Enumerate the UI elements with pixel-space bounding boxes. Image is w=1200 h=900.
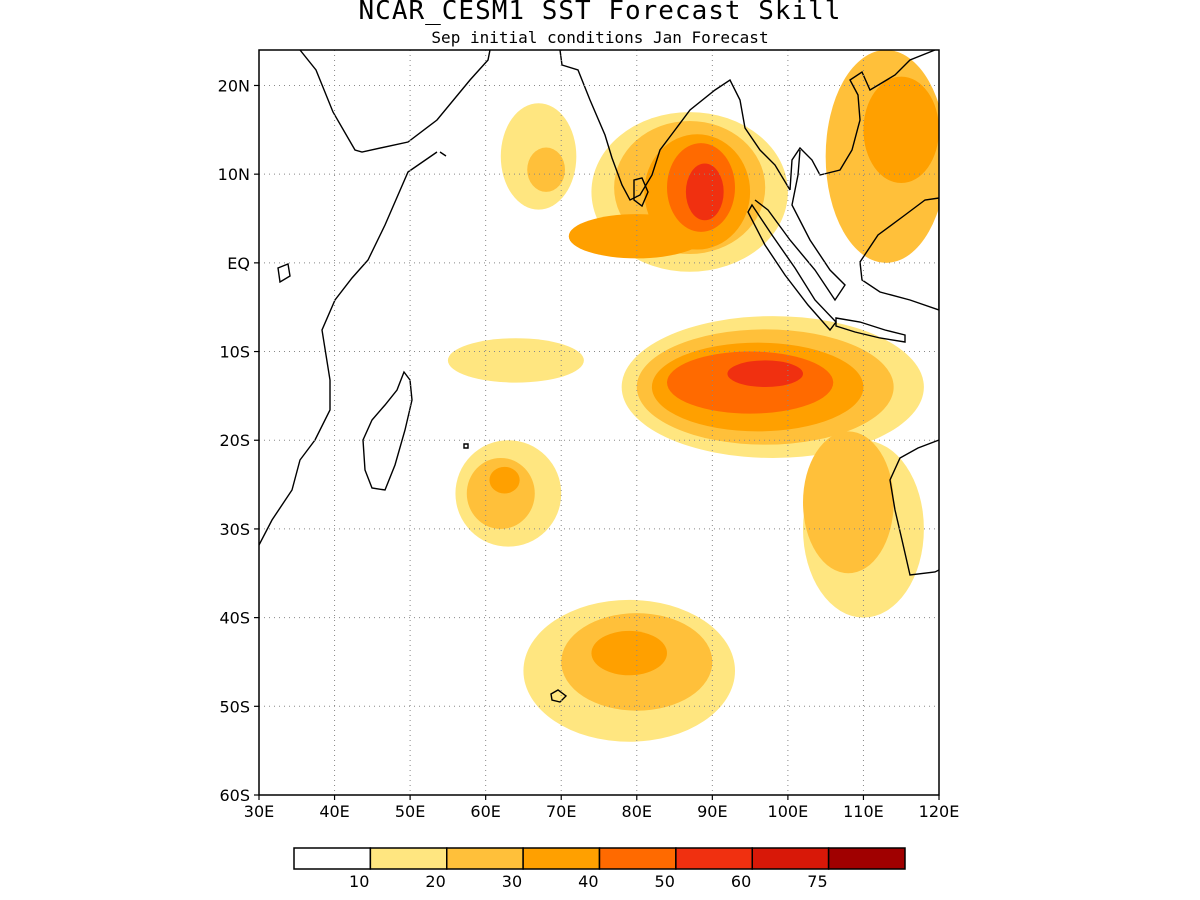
x-tick-label: 30E bbox=[244, 802, 274, 821]
axis-ticks: 30E 40E 50E 60E 70E 80E 90E 100E 110E 120E 20N 10N E… bbox=[218, 76, 960, 821]
y-tick-label: 20N bbox=[218, 76, 250, 95]
socotra-coastline bbox=[277, 263, 291, 284]
southeast-asia-coastline bbox=[754, 50, 936, 302]
x-tick-label: 40E bbox=[319, 802, 349, 821]
x-tick-label: 90E bbox=[697, 802, 727, 821]
plot-frame bbox=[258, 49, 940, 796]
skill-region-bay-of-bengal-peak bbox=[685, 163, 724, 221]
y-tick-label: 10N bbox=[218, 165, 250, 184]
india-coastline bbox=[559, 50, 791, 201]
sri-lanka-coastline bbox=[633, 177, 649, 208]
y-tick-label: 20S bbox=[219, 431, 250, 450]
x-tick-label: 50E bbox=[395, 802, 425, 821]
skill-region-west-australia-band bbox=[803, 431, 894, 574]
colorbar-label: 10 bbox=[349, 872, 369, 891]
y-tick-label: 60S bbox=[219, 786, 250, 805]
colorbar-swatch bbox=[827, 847, 906, 870]
sumatra-coastline bbox=[747, 203, 837, 332]
skill-field bbox=[447, 50, 939, 742]
java-coastline bbox=[835, 317, 906, 343]
borneo-coastline bbox=[859, 197, 939, 311]
y-tick-label: EQ bbox=[227, 254, 250, 273]
colorbar: 10 20 30 40 50 60 75 bbox=[293, 847, 906, 891]
colorbar-label: 30 bbox=[502, 872, 522, 891]
colorbar-swatch bbox=[522, 847, 601, 870]
y-tick-label: 30S bbox=[219, 520, 250, 539]
x-tick-label: 120E bbox=[919, 802, 960, 821]
skill-region-mascarene-core bbox=[489, 466, 520, 494]
skill-region-southern-ocean-core bbox=[591, 630, 667, 676]
colorbar-swatch bbox=[293, 847, 372, 870]
x-tick-label: 80E bbox=[622, 802, 652, 821]
colorbar-swatch bbox=[598, 847, 677, 870]
coastlines bbox=[259, 50, 939, 703]
colorbar-swatch bbox=[751, 847, 830, 870]
colorbar-swatch bbox=[446, 847, 524, 870]
skill-region-tropical-south-west bbox=[447, 338, 584, 383]
colorbar-label: 20 bbox=[425, 872, 445, 891]
colorbar-label: 50 bbox=[655, 872, 675, 891]
colorbar-label: 75 bbox=[807, 872, 827, 891]
colorbar-label: 60 bbox=[731, 872, 751, 891]
skill-region-bay-south-band bbox=[568, 214, 705, 259]
skill-region-tropical-south-peak bbox=[727, 360, 803, 388]
madagascar-coastline bbox=[362, 370, 413, 491]
colorbar-label: 40 bbox=[578, 872, 598, 891]
map-title: NCAR_CESM1 SST Forecast Skill bbox=[358, 0, 842, 26]
x-tick-label: 100E bbox=[768, 802, 809, 821]
x-tick-label: 70E bbox=[546, 802, 576, 821]
australia-coastline bbox=[889, 439, 939, 576]
mauritius-coastline bbox=[463, 443, 469, 449]
y-tick-label: 40S bbox=[219, 609, 250, 628]
y-tick-label: 50S bbox=[219, 697, 250, 716]
colorbar-swatch bbox=[675, 847, 753, 870]
gridlines bbox=[259, 50, 939, 795]
colorbar-swatch bbox=[369, 847, 448, 870]
skill-region-south-china-sea-inner bbox=[863, 76, 939, 184]
y-tick-label: 10S bbox=[219, 343, 250, 362]
map-subtitle: Sep initial conditions Jan Forecast bbox=[431, 28, 769, 47]
kerguelen-coastline bbox=[550, 689, 568, 703]
skill-region-arabian-sea-core bbox=[527, 147, 565, 192]
x-tick-label: 60E bbox=[470, 802, 500, 821]
africa-coastline bbox=[259, 50, 491, 546]
x-tick-label: 110E bbox=[843, 802, 884, 821]
